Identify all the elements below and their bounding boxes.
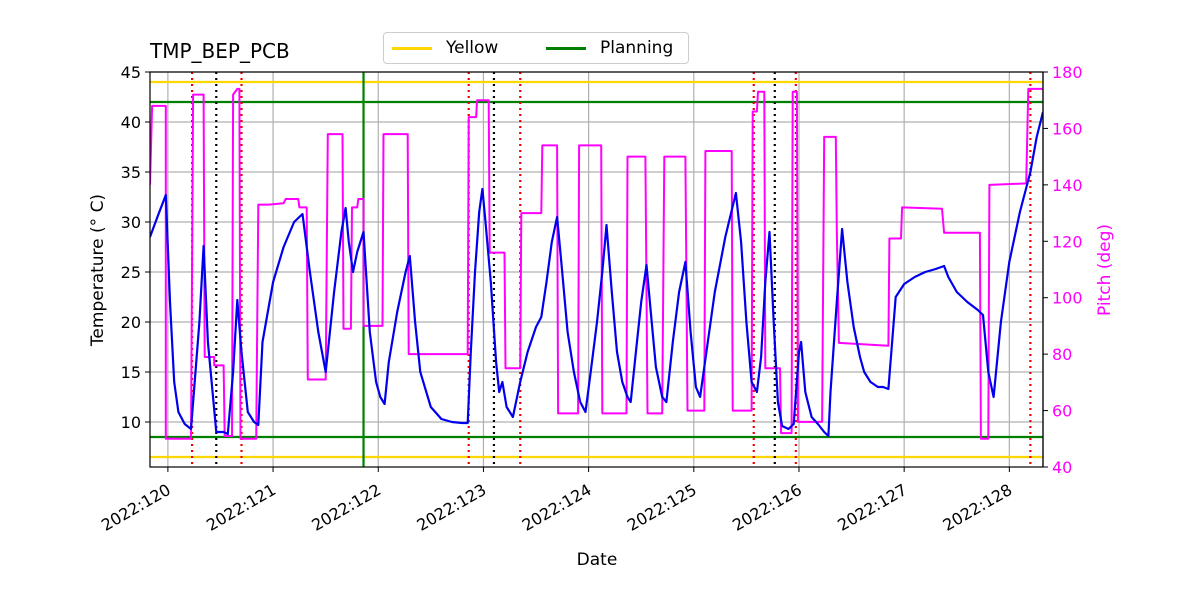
y-right-tick-label: 120 [1052, 232, 1083, 251]
limit-lines [150, 80, 1043, 459]
x-tick-label: 2022:120 [98, 480, 174, 535]
y-left-tick-label: 35 [121, 163, 141, 182]
pitch-series-line [150, 87, 1043, 440]
y-right-tick-label: 140 [1052, 176, 1083, 195]
legend: Yellow Planning [383, 32, 689, 64]
y-right-tick-label: 60 [1052, 402, 1072, 421]
legend-item-planning: Planning [546, 37, 673, 59]
plot-frame [149, 71, 1044, 468]
y-right-tick-label: 180 [1052, 63, 1083, 82]
y-right-tick-label: 40 [1052, 458, 1072, 477]
x-axis-label: Date [577, 550, 618, 570]
x-tick-label: 2022:125 [624, 480, 700, 535]
legend-swatch-yellow [392, 46, 432, 50]
y-left-tick-label: 40 [121, 113, 141, 132]
chart-title: TMP_BEP_PCB [149, 39, 290, 63]
legend-label-yellow: Yellow [446, 38, 499, 58]
legend-label-planning: Planning [600, 38, 674, 58]
axes: 2022:120 2022:121 2022:122 2022:123 2022:124… [98, 63, 1083, 535]
legend-item-yellow: Yellow [392, 37, 498, 59]
grid [150, 71, 1043, 467]
x-tick-label: 2022:121 [203, 480, 279, 535]
y-left-tick-label: 10 [121, 413, 141, 432]
y-left-tick-label: 45 [121, 63, 141, 82]
series [150, 87, 1043, 440]
y-left-tick-label: 25 [121, 263, 141, 282]
y-left-tick-label: 15 [121, 363, 141, 382]
temperature-series-line [150, 111, 1043, 438]
x-tick-label: 2022:123 [414, 480, 490, 535]
y-left-tick-label: 20 [121, 313, 141, 332]
x-tick-label: 2022:122 [308, 480, 384, 535]
y-right-tick-label: 160 [1052, 119, 1083, 138]
x-tick-label: 2022:124 [519, 480, 595, 535]
y-right-tick-label: 80 [1052, 345, 1072, 364]
legend-swatch-planning [546, 46, 586, 50]
y-axis-left-label: Temperature (° C) [88, 194, 108, 347]
y-left-tick-label: 30 [121, 213, 141, 232]
x-tick-label: 2022:127 [834, 480, 910, 535]
x-tick-label: 2022:128 [939, 480, 1015, 535]
x-tick-label: 2022:126 [729, 480, 805, 535]
y-axis-right-label: Pitch (deg) [1095, 224, 1115, 316]
y-right-tick-label: 100 [1052, 289, 1083, 308]
